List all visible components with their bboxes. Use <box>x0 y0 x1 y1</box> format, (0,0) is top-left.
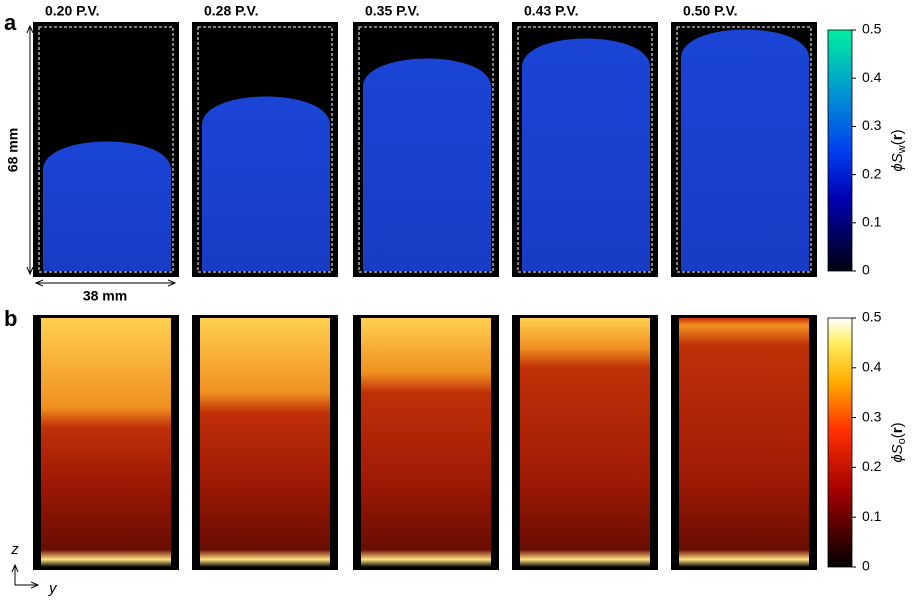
colorbar-tick-label: 0.1 <box>862 214 882 230</box>
image-title: 0.28 P.V. <box>204 3 259 19</box>
colorbar-tick-label: 0.3 <box>862 408 882 424</box>
width-label: 38 mm <box>83 288 127 304</box>
oil-region <box>361 318 491 567</box>
colorbar-label-part: ϕS <box>889 444 906 462</box>
colorbar-tick-label: 0.2 <box>862 165 882 181</box>
image-title: 0.35 P.V. <box>365 3 420 19</box>
colorbar-tick-label: 0 <box>862 262 870 278</box>
oil-region <box>41 318 171 567</box>
colorbar-tick-label: 0.2 <box>862 458 882 474</box>
colorbar-tick-label: 0.5 <box>862 21 882 37</box>
height-label: 68 mm <box>5 128 21 172</box>
colorbar-label-part: ) <box>889 422 906 427</box>
axis-y: y <box>48 580 58 597</box>
water-region <box>522 39 650 272</box>
axis-z: z <box>10 541 19 558</box>
colorbar-tick-label: 0.5 <box>862 309 882 325</box>
colorbar-tick-label: 0 <box>862 558 870 574</box>
colorbar-tick-label: 0.4 <box>862 359 882 375</box>
colorbar-label-part: w <box>896 145 908 154</box>
image-title: 0.43 P.V. <box>524 3 579 19</box>
oil-region <box>200 318 330 567</box>
oil-region <box>520 318 650 567</box>
colorbar-label-part: ϕS <box>889 153 906 171</box>
colorbar <box>828 318 852 567</box>
colorbar-tick-label: 0.3 <box>862 117 882 133</box>
image-title: 0.50 P.V. <box>683 3 738 19</box>
panel-label: a <box>4 10 17 35</box>
colorbar-label: ϕSo(r) <box>889 422 908 462</box>
colorbar <box>828 30 852 271</box>
panel-label: b <box>4 306 17 331</box>
colorbar-tick-label: 0.4 <box>862 69 882 85</box>
figure: a b 68 mm 38 mm z y 0.20 P.V. 0.28 P.V. 0.… <box>0 0 912 601</box>
colorbar-label-part: ) <box>889 129 906 134</box>
water-region <box>43 142 171 272</box>
colorbar-label: ϕSw(r) <box>889 129 908 171</box>
colorbar-tick-label: 0.1 <box>862 508 882 524</box>
water-region <box>202 97 330 272</box>
water-region <box>681 30 809 272</box>
water-region <box>363 59 491 272</box>
oil-region <box>679 318 809 567</box>
image-title: 0.20 P.V. <box>45 3 100 19</box>
